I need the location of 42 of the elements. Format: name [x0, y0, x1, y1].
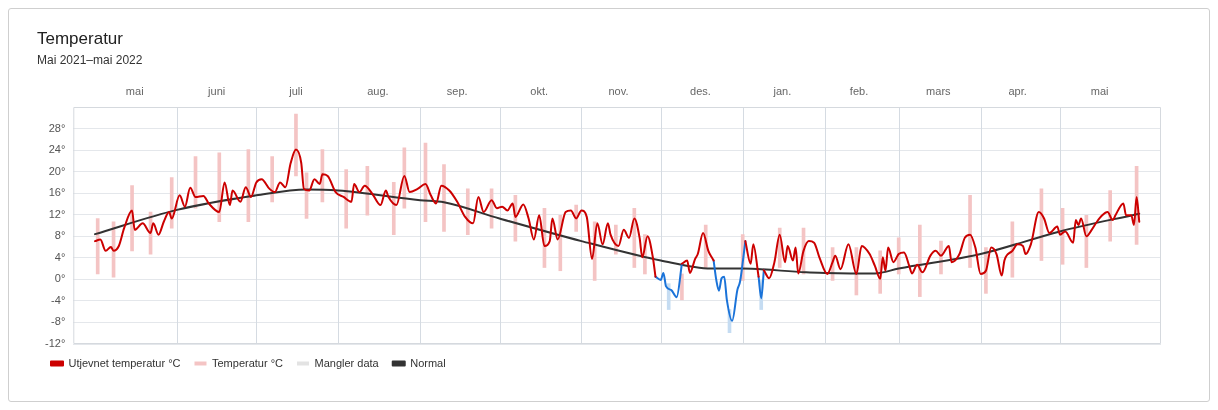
x-tick-label: mai — [125, 85, 144, 98]
y-tick-label: -4° — [51, 293, 66, 306]
x-tick-label: mars — [926, 85, 952, 98]
x-tick-label: nov. — [608, 85, 629, 98]
bar — [442, 164, 446, 232]
legend-label: Normal — [410, 356, 446, 369]
chart-subtitle: Mai 2021–mai 2022 — [37, 52, 143, 67]
y-tick-label: 28° — [48, 121, 66, 134]
x-tick-label: juni — [207, 85, 226, 98]
y-tick-label: 16° — [48, 186, 66, 199]
y-tick-label: 24° — [48, 143, 66, 156]
y-tick-label: 8° — [54, 229, 66, 242]
bar — [270, 156, 274, 203]
bar — [918, 224, 922, 297]
bar — [391, 182, 396, 235]
y-tick-label: 20° — [48, 164, 66, 177]
x-tick-label: des. — [690, 85, 711, 98]
bar — [294, 113, 298, 177]
line-series — [94, 188, 1141, 275]
chart-title: Temperatur — [37, 28, 124, 48]
bar — [968, 195, 972, 268]
y-tick-label: 0° — [54, 272, 66, 285]
bar — [680, 273, 684, 301]
bar — [217, 152, 222, 223]
x-tick-label: feb. — [849, 85, 869, 98]
bar — [666, 283, 671, 310]
x-tick-label: mai — [1090, 85, 1109, 98]
y-tick-label: 12° — [48, 207, 66, 220]
legend-label: Temperatur °C — [212, 356, 284, 369]
legend-label: Utjevnet temperatur °C — [68, 356, 181, 369]
x-tick-label: okt. — [530, 85, 549, 98]
x-tick-label: apr. — [1008, 85, 1027, 98]
bar — [344, 169, 349, 229]
x-tick-label: aug. — [367, 85, 389, 98]
y-tick-label: 4° — [54, 250, 66, 263]
x-tick-label: sep. — [446, 85, 468, 98]
bar — [95, 218, 100, 275]
x-tick-label: juli — [288, 85, 303, 98]
legend-label: Mangler data — [314, 356, 380, 369]
x-tick-label: jan. — [772, 85, 792, 98]
y-tick-label: -8° — [51, 315, 66, 328]
y-tick-label: -12° — [44, 337, 66, 350]
